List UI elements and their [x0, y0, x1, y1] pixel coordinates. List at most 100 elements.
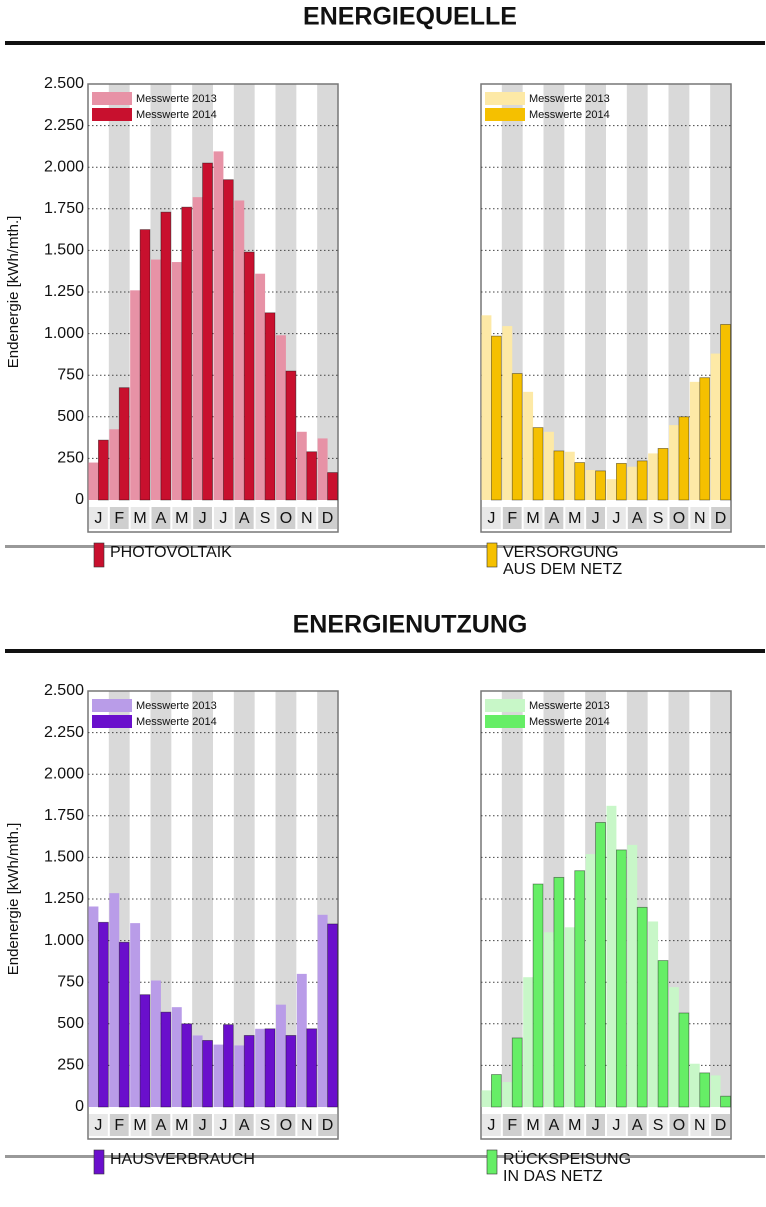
bar: [553, 876, 565, 1108]
y-tick-label: 250: [57, 450, 84, 467]
bar: [481, 315, 492, 500]
x-tick-label: J: [487, 510, 495, 527]
bar: [657, 960, 669, 1108]
x-tick-label: M: [568, 510, 581, 527]
frame: [87, 690, 339, 1140]
bar: [109, 429, 120, 500]
stripe: [192, 691, 213, 1107]
bar: [171, 262, 182, 500]
bar: [574, 462, 586, 501]
caption: IN DAS NETZ: [503, 1168, 603, 1185]
bar: [553, 450, 565, 501]
rule: [5, 649, 765, 653]
y-tick-label: 1.000: [44, 932, 84, 949]
bar: [689, 1063, 700, 1107]
x-label-cell: [690, 1114, 710, 1136]
bar: [234, 200, 245, 501]
x-tick-label: A: [632, 1117, 643, 1134]
x-tick-label: S: [260, 510, 271, 527]
bar: [151, 259, 161, 500]
x-tick-label: M: [568, 1117, 581, 1134]
bar: [181, 206, 193, 501]
bar: [532, 427, 544, 501]
bar: [130, 290, 141, 500]
x-label-cell: [502, 1114, 522, 1136]
bar: [669, 425, 679, 500]
y-tick-label: 2.000: [44, 158, 84, 175]
x-tick-label: S: [260, 1117, 271, 1134]
bar: [243, 1035, 255, 1108]
legend-label: Messwerte 2013: [136, 700, 217, 712]
bar: [306, 451, 318, 501]
x-tick-label: A: [632, 510, 643, 527]
x-label-cell: [565, 1114, 585, 1136]
bar: [255, 1028, 266, 1107]
x-label-cell: [193, 1114, 212, 1136]
legend-swatch: [92, 92, 132, 105]
legend-label: Messwerte 2013: [529, 700, 610, 712]
bar: [710, 353, 721, 500]
x-label-cell: [193, 507, 212, 529]
bar: [139, 994, 151, 1108]
bar: [627, 466, 638, 500]
bar: [720, 1095, 731, 1108]
bar: [523, 391, 534, 500]
caption-swatch: [93, 542, 105, 568]
rule: [5, 1155, 765, 1158]
bar: [574, 870, 586, 1108]
bar: [616, 462, 627, 501]
y-tick-label: 0: [75, 1098, 84, 1115]
bar: [481, 1090, 492, 1107]
legend-swatch: [92, 699, 132, 712]
x-label-cell: [523, 507, 543, 529]
x-tick-label: M: [526, 510, 539, 527]
bar: [151, 980, 161, 1107]
y-tick-label: 2.500: [44, 75, 84, 92]
bar: [585, 854, 596, 1107]
bar: [139, 229, 151, 501]
legend-label: Messwerte 2013: [136, 93, 217, 105]
x-tick-label: A: [239, 510, 250, 527]
x-tick-label: S: [653, 510, 664, 527]
x-tick-label: M: [133, 1117, 146, 1134]
x-label-cell: [276, 507, 296, 529]
bar: [171, 1007, 182, 1107]
bar: [491, 1074, 502, 1108]
bar: [118, 941, 130, 1108]
x-label-cell: [482, 1114, 501, 1136]
x-tick-label: J: [612, 510, 620, 527]
caption: VERSORGUNG: [503, 544, 619, 561]
x-tick-label: A: [156, 1117, 167, 1134]
bar: [213, 1044, 224, 1107]
x-tick-label: J: [94, 510, 102, 527]
caption-swatch: [93, 1149, 105, 1175]
y-tick-label: 750: [57, 973, 84, 990]
x-tick-label: D: [322, 1117, 334, 1134]
x-label-cell: [586, 507, 605, 529]
x-tick-label: J: [199, 1117, 207, 1134]
y-tick-label: 500: [57, 408, 84, 425]
y-tick-label: 500: [57, 1015, 84, 1032]
x-tick-label: M: [133, 510, 146, 527]
y-tick-label: 2.500: [44, 682, 84, 699]
legend-label: Messwerte 2014: [529, 109, 610, 121]
bar: [327, 923, 338, 1108]
x-label-cell: [172, 1114, 192, 1136]
x-label-cell: [276, 1114, 296, 1136]
x-label-cell: [89, 507, 108, 529]
x-tick-label: N: [301, 510, 313, 527]
bar: [276, 1004, 286, 1107]
y-tick-label: 1.250: [44, 890, 84, 907]
frame: [87, 83, 339, 533]
bar: [243, 251, 255, 501]
x-label-cell: [690, 507, 710, 529]
bar: [317, 914, 328, 1107]
x-tick-label: O: [280, 1117, 292, 1134]
x-label-cell: [648, 507, 668, 529]
legend-swatch: [92, 108, 132, 121]
bar: [532, 883, 544, 1108]
legend-label: Messwerte 2014: [529, 716, 610, 728]
bar: [160, 211, 172, 501]
bar: [192, 1035, 203, 1107]
bar: [491, 335, 502, 501]
